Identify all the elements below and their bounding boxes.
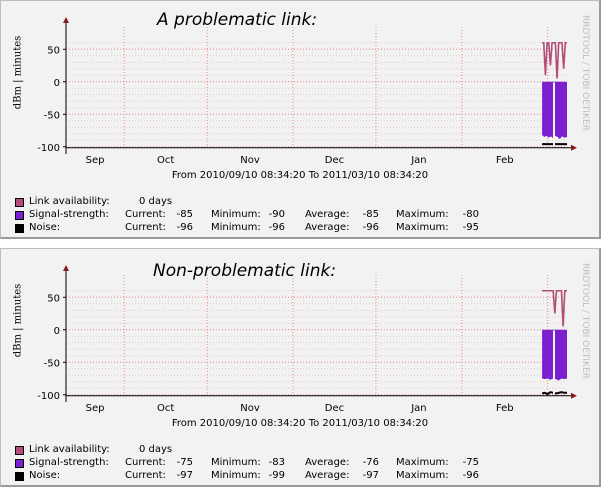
y-tick-label: 50: [47, 45, 60, 56]
average-label: Average:: [305, 209, 350, 220]
minimum-label: Minimum:: [211, 470, 261, 481]
chart-title: A problematic link:: [157, 10, 318, 30]
legend-label: Noise:: [29, 222, 61, 233]
x-tick-label: Nov: [240, 403, 260, 414]
x-tick-label: Oct: [157, 155, 174, 166]
graph-panel-problematic: 50 0 -50 -100 Sep Oct Nov Dec Jan Feb A problemat…: [0, 0, 601, 239]
maximum-value: -96: [462, 470, 479, 481]
y-tick-label: -100: [37, 143, 60, 154]
y-axis-arrow: [63, 17, 69, 23]
x-tick-label: Feb: [496, 403, 514, 414]
availability-value: 0 days: [139, 444, 173, 455]
legend-swatch: [15, 472, 24, 481]
maximum-label: Maximum:: [396, 222, 449, 233]
minimum-value: -83: [268, 457, 285, 468]
series-line-link-availability: [542, 41, 567, 79]
x-axis-arrow: [571, 144, 577, 151]
series-line-link-availability: [542, 289, 567, 327]
minimum-value: -99: [268, 470, 285, 481]
legend-swatch: [15, 224, 24, 233]
average-label: Average:: [305, 222, 350, 233]
average-value: -76: [362, 457, 379, 468]
legend-label: Signal-strength:: [29, 457, 109, 468]
x-tick-label: Nov: [240, 155, 260, 166]
average-value: -96: [362, 222, 379, 233]
graph-panel-non-problematic: 50 0 -50 -100 Sep Oct Nov Dec Jan Feb Non-problem…: [0, 248, 601, 487]
y-axis-label: dBm | minutes: [12, 283, 24, 358]
watermark-text: RRDTOOL / TOBI OETIKER: [580, 15, 590, 131]
y-tick-label: -100: [37, 391, 60, 402]
maximum-value: -95: [462, 222, 479, 233]
watermark-text: RRDTOOL / TOBI OETIKER: [580, 263, 590, 379]
current-label: Current:: [125, 457, 166, 468]
x-tick-label: Oct: [157, 403, 174, 414]
maximum-value: -75: [462, 457, 479, 468]
current-label: Current:: [125, 222, 166, 233]
availability-value: 0 days: [139, 196, 173, 207]
y-axis-label: dBm | minutes: [12, 35, 24, 110]
x-tick-label: Sep: [86, 155, 105, 166]
watermark: RRDTOOL / TOBI OETIKER: [580, 263, 590, 379]
x-tick-label: Feb: [496, 155, 514, 166]
x-tick-label: Jan: [410, 155, 426, 166]
average-value: -85: [362, 209, 379, 220]
legend-label: Link availability:: [29, 196, 110, 207]
x-axis-arrow: [571, 392, 577, 399]
y-tick-label: 50: [47, 293, 60, 304]
minimum-value: -96: [268, 222, 285, 233]
y-tick-label: 0: [54, 78, 60, 89]
time-range: From 2010/09/10 08:34:20 To 2011/03/10 0…: [171, 418, 429, 429]
current-label: Current:: [125, 209, 166, 220]
maximum-label: Maximum:: [396, 209, 449, 220]
chart-title: Non-problematic link:: [153, 261, 337, 281]
average-label: Average:: [305, 457, 350, 468]
legend-swatch: [15, 446, 24, 455]
x-tick-label: Dec: [325, 403, 344, 414]
maximum-label: Maximum:: [396, 457, 449, 468]
current-label: Current:: [125, 470, 166, 481]
legend-swatch: [15, 459, 24, 468]
watermark: RRDTOOL / TOBI OETIKER: [580, 15, 590, 131]
x-tick-label: Dec: [325, 155, 344, 166]
average-value: -97: [362, 470, 379, 481]
current-value: -96: [176, 222, 193, 233]
current-value: -85: [176, 209, 193, 220]
legend-label: Signal-strength:: [29, 209, 109, 220]
x-tick-label: Jan: [410, 403, 426, 414]
current-value: -75: [176, 457, 193, 468]
legend-swatch: [15, 211, 24, 220]
y-tick-label: -50: [44, 358, 60, 369]
x-tick-label: Sep: [86, 403, 105, 414]
minimum-label: Minimum:: [211, 209, 261, 220]
legend-label: Noise:: [29, 470, 61, 481]
maximum-value: -80: [462, 209, 479, 220]
maximum-label: Maximum:: [396, 470, 449, 481]
y-axis-arrow: [63, 265, 69, 271]
minimum-label: Minimum:: [211, 222, 261, 233]
y-tick-label: 0: [54, 326, 60, 337]
minimum-label: Minimum:: [211, 457, 261, 468]
legend-label: Link availability:: [29, 444, 110, 455]
plot-area: 50 0 -50 -100 Sep Oct Nov Dec Jan Feb: [37, 17, 577, 166]
y-tick-label: -50: [44, 110, 60, 121]
minimum-value: -90: [268, 209, 285, 220]
current-value: -97: [176, 470, 193, 481]
time-range: From 2010/09/10 08:34:20 To 2011/03/10 0…: [171, 170, 429, 181]
legend-swatch: [15, 198, 24, 207]
plot-area: 50 0 -50 -100 Sep Oct Nov Dec Jan Feb: [37, 265, 577, 414]
average-label: Average:: [305, 470, 350, 481]
